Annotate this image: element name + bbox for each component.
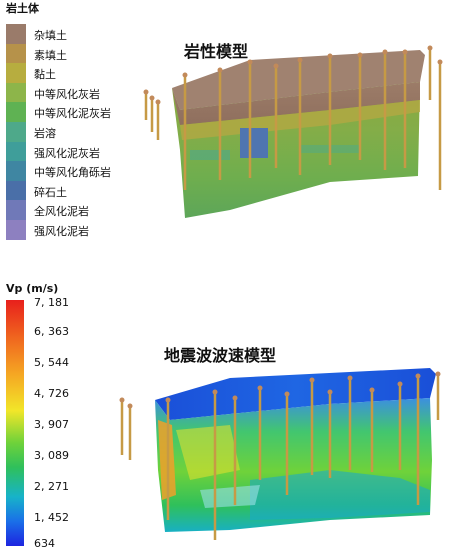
legend-item: 强风化泥灰岩 [6, 141, 156, 162]
vp-colorbar [6, 300, 24, 546]
legend-label: 素填土 [34, 48, 67, 62]
vp-tick-label: 2, 271 [34, 480, 69, 493]
borehole-head [257, 385, 263, 391]
lithology-borehole-heads [143, 45, 443, 105]
borehole-head [212, 389, 218, 395]
borehole-head [397, 381, 403, 387]
velocity-model-title: 地震波波速模型 [164, 346, 277, 365]
borehole-head [309, 377, 315, 383]
legend-swatch [6, 180, 26, 201]
borehole-head [284, 391, 290, 397]
legend-item: 素填土 [6, 43, 156, 64]
borehole-head [427, 45, 433, 51]
vp-tick-label: 7, 181 [34, 296, 69, 309]
velocity-boreholes [120, 374, 440, 540]
borehole-head [297, 57, 303, 63]
velocity-borehole-heads [119, 371, 441, 409]
lithology-boreholes [144, 48, 442, 190]
lithology-fill-layer [172, 82, 420, 125]
vp-tick-label: 6, 363 [34, 325, 69, 338]
legend-swatch [6, 43, 26, 64]
legend-swatch [6, 24, 26, 44]
lithology-legend-title: 岩土体 [6, 2, 39, 15]
legend-item: 中等风化角砾岩 [6, 161, 156, 181]
legend-item: 碎石土 [6, 180, 156, 201]
borehole-head [182, 72, 188, 78]
legend-label: 中等风化角砾岩 [34, 166, 111, 180]
vp-tick-label: 1, 452 [34, 511, 69, 524]
borehole-head [369, 387, 375, 393]
borehole-head [155, 99, 161, 105]
borehole-head [347, 375, 353, 381]
borehole-head [327, 389, 333, 395]
legend-item: 岩溶 [6, 121, 156, 142]
velocity-low-zone [250, 470, 430, 520]
legend-swatch [6, 63, 26, 83]
lithology-patch [190, 150, 230, 160]
borehole-head [415, 373, 421, 379]
legend-item: 杂填土 [6, 24, 156, 44]
legend-label: 全风化泥岩 [34, 205, 89, 219]
lithology-model-title: 岩性模型 [184, 42, 249, 61]
legend-swatch [6, 200, 26, 220]
legend-swatch [6, 141, 26, 162]
borehole-head [119, 397, 125, 403]
legend-item: 强风化泥岩 [6, 219, 156, 240]
legend-label: 中等风化灰岩 [34, 87, 100, 101]
legend-label: 杂填土 [34, 29, 67, 42]
borehole-head [143, 89, 149, 95]
lithology-karst-block [240, 128, 268, 158]
borehole-head [327, 53, 333, 59]
legend-swatch [6, 161, 26, 181]
legend-item: 黏土 [6, 63, 156, 83]
legend-label: 中等风化泥灰岩 [34, 107, 111, 121]
borehole-head [127, 403, 133, 409]
legend-label: 岩溶 [34, 126, 56, 140]
legend-label: 黏土 [34, 68, 56, 82]
legend-label: 强风化泥岩 [34, 224, 89, 238]
legend-item: 中等风化泥灰岩 [6, 102, 156, 122]
lithology-legend: 杂填土 素填土 黏土 中等风化灰岩 中等风化泥灰岩 岩溶 强风化泥灰岩 中等风化… [6, 24, 156, 240]
vp-legend-title: Vp (m/s) [6, 282, 59, 295]
legend-swatch [6, 219, 26, 240]
vp-tick-label: 5, 544 [34, 356, 69, 369]
borehole-head [247, 59, 253, 65]
legend-label: 碎石土 [34, 185, 67, 199]
borehole-head [232, 395, 238, 401]
lithology-top-surface [172, 50, 425, 110]
legend-label: 强风化泥灰岩 [34, 146, 100, 160]
legend-item: 中等风化灰岩 [6, 82, 156, 103]
borehole-head [149, 95, 155, 101]
vp-tick-label: 4, 726 [34, 387, 69, 400]
vp-tick-label: 3, 089 [34, 449, 69, 462]
borehole-head [273, 63, 279, 69]
borehole-head [437, 59, 443, 65]
borehole-head [402, 49, 408, 55]
legend-swatch [6, 82, 26, 103]
legend-swatch [6, 121, 26, 142]
borehole-head [165, 397, 171, 403]
borehole-head [435, 371, 441, 377]
borehole-head [217, 67, 223, 73]
vp-tick-label: 3, 907 [34, 418, 69, 431]
velocity-top-surface [155, 368, 436, 420]
borehole-head [357, 52, 363, 58]
velocity-mid-zone [176, 425, 240, 480]
legend-swatch [6, 102, 26, 122]
borehole-head [382, 49, 388, 55]
vp-tick-label: 634 [34, 537, 55, 550]
legend-item: 全风化泥岩 [6, 200, 156, 220]
